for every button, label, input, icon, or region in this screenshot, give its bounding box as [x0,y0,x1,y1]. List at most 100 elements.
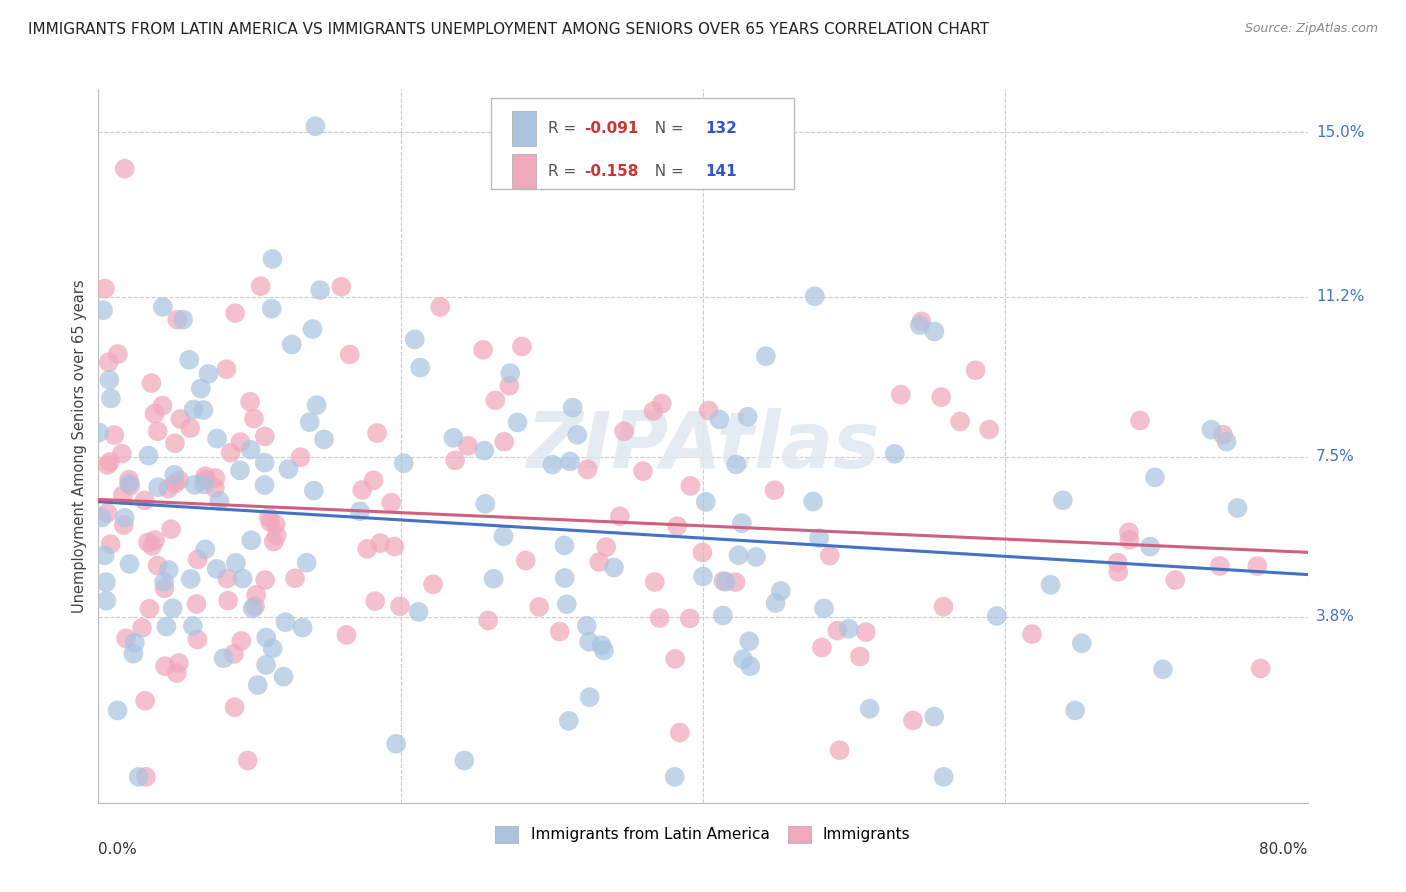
Point [302,483,325,498]
Point [183,477,205,491]
Point [1039,578,1062,592]
Point [181,619,204,633]
Point [769,583,792,598]
Point [409,360,432,375]
Text: R =: R = [548,164,581,178]
Point [254,657,277,672]
Point [157,482,180,496]
Point [167,656,190,670]
Text: 0.0%: 0.0% [98,842,138,856]
Point [664,770,686,784]
Point [229,435,252,450]
Point [389,599,412,614]
Point [259,515,281,529]
Point [194,469,217,483]
Point [422,577,444,591]
Point [692,569,714,583]
Point [979,423,1001,437]
FancyBboxPatch shape [512,112,536,145]
Point [115,632,138,646]
Point [217,571,239,585]
Point [444,453,467,467]
Point [138,449,160,463]
Point [811,640,834,655]
Point [165,476,187,491]
Text: IMMIGRANTS FROM LATIN AMERICA VS IMMIGRANTS UNEMPLOYMENT AMONG SENIORS OVER 65 Y: IMMIGRANTS FROM LATIN AMERICA VS IMMIGRA… [28,22,990,37]
Point [183,402,205,417]
Point [494,434,516,449]
Point [97,355,120,369]
Point [818,549,841,563]
Point [135,770,157,784]
Point [295,556,318,570]
Point [257,510,280,524]
Point [128,770,150,784]
Point [553,538,575,552]
Point [1152,662,1174,676]
Point [561,401,583,415]
Point [193,477,215,491]
Point [1139,540,1161,554]
Point [205,432,228,446]
Point [827,624,849,638]
Text: N =: N = [645,164,689,178]
Point [90,510,112,524]
Point [309,283,332,297]
Point [883,447,905,461]
Point [120,478,142,492]
Point [100,537,122,551]
Point [1164,573,1187,587]
Point [298,415,321,429]
Text: ZIPAtlas: ZIPAtlas [526,408,880,484]
Point [281,337,304,351]
Point [194,473,217,487]
Point [738,634,761,648]
Point [727,548,749,562]
Point [631,464,654,478]
Point [714,574,737,589]
Point [1250,661,1272,675]
Point [231,634,253,648]
Point [578,690,600,705]
Point [91,303,114,318]
Point [664,652,686,666]
Point [808,531,831,545]
Point [166,666,188,681]
Point [118,473,141,487]
Point [644,574,666,589]
Point [232,572,254,586]
Point [193,403,215,417]
Point [1064,703,1087,717]
Point [932,599,955,614]
Point [737,409,759,424]
Text: -0.158: -0.158 [585,164,638,178]
Point [1052,493,1074,508]
Point [304,119,326,133]
Point [205,562,228,576]
Point [153,582,176,596]
Point [186,597,208,611]
Point [136,535,159,549]
Point [603,560,626,574]
Point [107,703,129,717]
Point [274,615,297,629]
Point [305,398,328,412]
Point [1107,565,1129,579]
Point [179,421,201,435]
Point [229,463,252,477]
Point [855,625,877,640]
Point [711,574,734,588]
Point [429,300,451,314]
Point [162,601,184,615]
Point [558,714,581,728]
Text: 80.0%: 80.0% [1260,842,1308,856]
Point [697,403,720,417]
Text: 3.8%: 3.8% [1316,609,1355,624]
Point [692,545,714,559]
Point [146,424,169,438]
Point [146,558,169,573]
Point [740,659,762,673]
Point [179,352,201,367]
Point [932,770,955,784]
Point [1107,556,1129,570]
